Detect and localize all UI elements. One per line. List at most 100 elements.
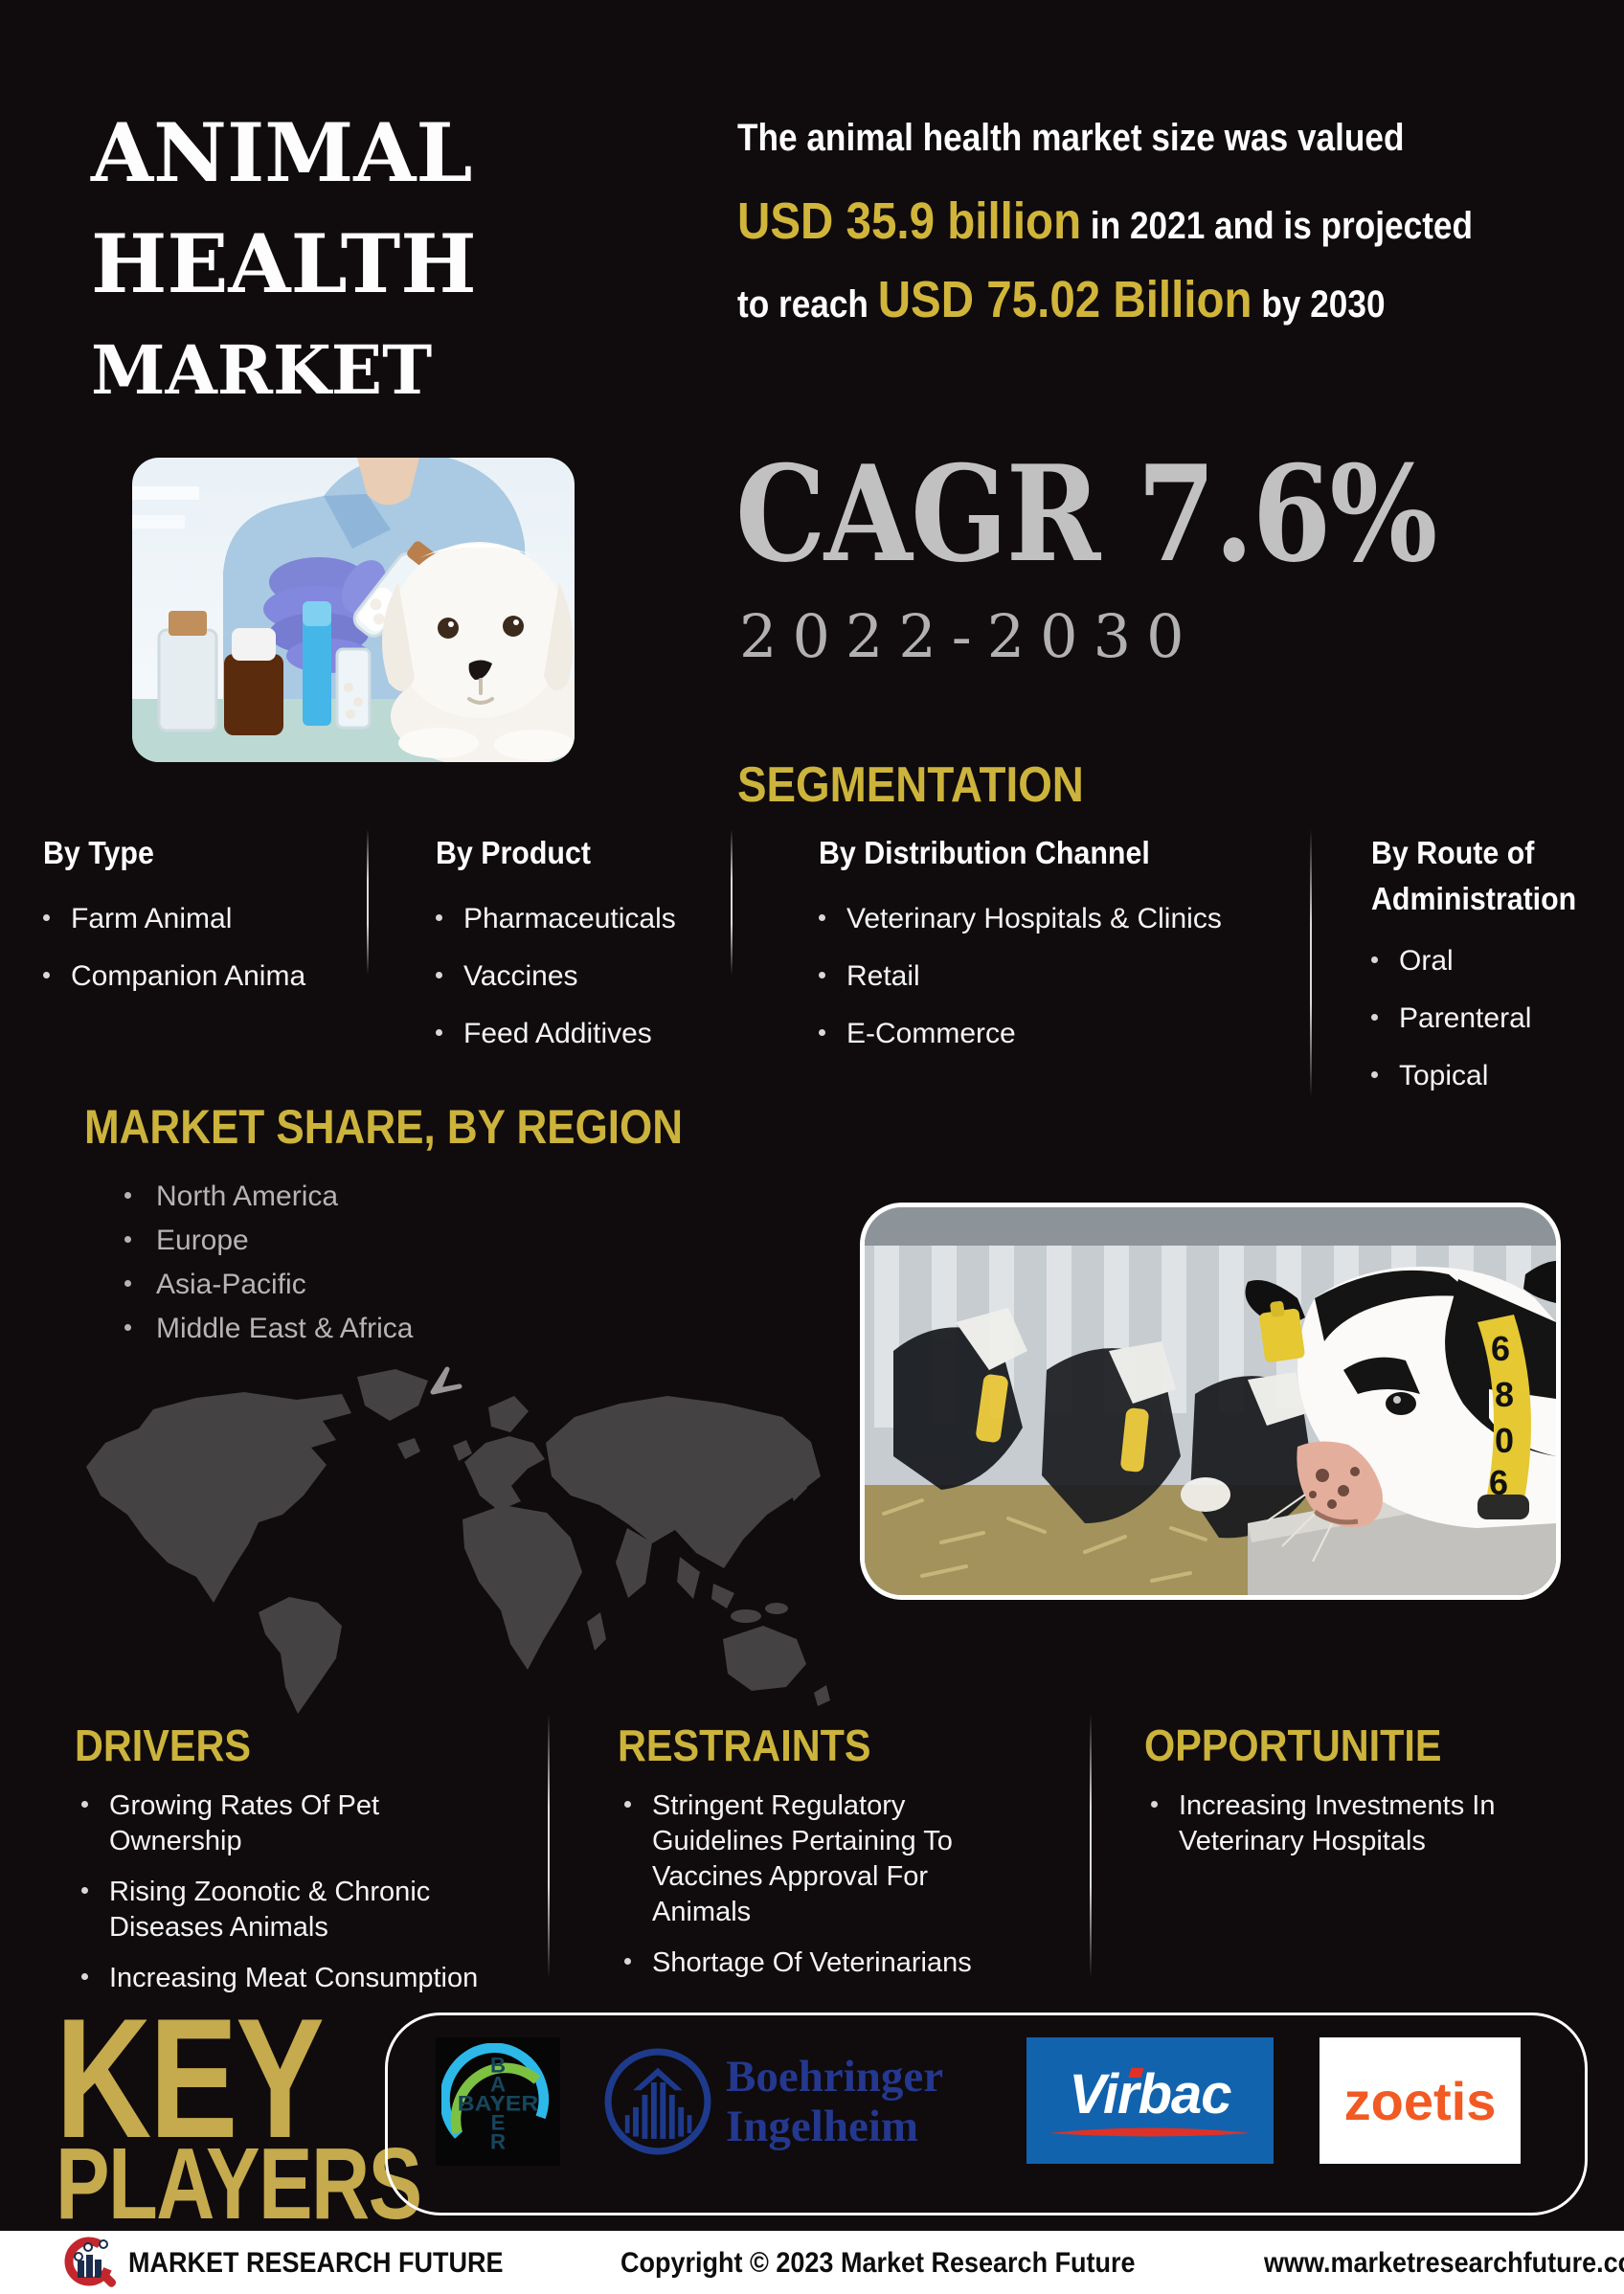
key-players-box xyxy=(385,2013,1588,2215)
collar-digit: 0 xyxy=(1495,1421,1514,1460)
bullet-dot xyxy=(81,1973,88,1980)
segment-item: Pharmaceuticals xyxy=(463,903,676,934)
collar-digit: 8 xyxy=(1495,1375,1514,1414)
opportunities-list: Increasing Investments In Veterinary Hos… xyxy=(1151,1788,1572,1875)
bayer-letter: Y xyxy=(491,2091,506,2115)
footer-brand: MARKET RESEARCH FUTURE xyxy=(128,2247,504,2279)
list-item: North America xyxy=(124,1180,413,1214)
list-item: Companion Anima xyxy=(43,959,305,994)
neck-collar-tag: 6 8 0 6 xyxy=(1477,1315,1531,1519)
bullet-dot xyxy=(1371,1014,1378,1021)
bullet-dot xyxy=(819,914,825,921)
list-item: Retail xyxy=(819,959,1222,994)
divider xyxy=(1310,829,1312,1097)
bullet-dot xyxy=(43,972,50,978)
bullet-dot xyxy=(1151,1801,1158,1808)
drivers-list: Growing Rates Of Pet Ownership Rising Zo… xyxy=(81,1788,503,2012)
intro-line-3: to reach USD 75.02 Billion by 2030 xyxy=(737,270,1473,329)
intro-line-3-pre: to reach xyxy=(737,283,868,326)
bayer-letter: B xyxy=(490,2054,506,2078)
boehringer-wordmark-line2: Ingelheim xyxy=(726,2102,919,2151)
segment-item: Oral xyxy=(1399,945,1454,977)
footer-website-link[interactable]: www.marketresearchfuture.com xyxy=(1264,2247,1624,2279)
vet-dog-photo xyxy=(132,458,575,762)
cursor-arrow-icon xyxy=(430,1366,462,1395)
divider xyxy=(367,829,369,975)
segment-item: Retail xyxy=(846,960,920,992)
bayer-wordmark: BAYER xyxy=(458,2091,538,2115)
opportunity-item: Increasing Investments In Veterinary Hos… xyxy=(1179,1790,1496,1856)
market-size-statement: The animal health market size was valued… xyxy=(737,117,1573,329)
segment-by-type: By Type Farm Animal Companion Anima xyxy=(43,835,305,994)
title-line-1: ANIMAL xyxy=(91,105,473,200)
bullet-dot xyxy=(124,1324,131,1331)
segment-item: Parenteral xyxy=(1399,1002,1532,1034)
bayer-letter: R xyxy=(490,2129,506,2153)
list-item: Farm Animal xyxy=(43,902,305,936)
dog xyxy=(381,542,575,762)
boehringer-tower-icon xyxy=(604,2048,711,2155)
bullet-dot xyxy=(436,914,442,921)
intro-line-2: USD 35.9 billion in 2021 and is projecte… xyxy=(737,191,1473,270)
cagr-value: CAGR 7.6% xyxy=(735,436,1437,592)
bullet-dot xyxy=(124,1280,131,1287)
virbac-underline xyxy=(1049,2127,1251,2136)
segment-item: Farm Animal xyxy=(71,903,233,934)
segment-by-route: By Route of Administration Oral Parenter… xyxy=(1371,835,1594,1093)
restraints-title: RESTRAINTS xyxy=(618,1720,871,1770)
list-item: Oral xyxy=(1371,944,1594,978)
market-value-2030: USD 75.02 Billion xyxy=(877,271,1252,328)
divider xyxy=(731,829,733,975)
segment-item: Companion Anima xyxy=(71,960,306,992)
market-value-2021: USD 35.9 billion xyxy=(737,192,1082,250)
bullet-dot xyxy=(624,1801,631,1808)
footer-copyright: Copyright © 2023 Market Research Future xyxy=(620,2247,1136,2279)
bayer-letter: A xyxy=(490,2072,506,2096)
list-item: Asia-Pacific xyxy=(124,1268,413,1302)
collar-digit: 6 xyxy=(1489,1463,1508,1502)
world-map xyxy=(53,1352,843,1725)
virbac-wordmark: Virbac xyxy=(1069,2062,1231,2125)
list-item: Pharmaceuticals xyxy=(436,902,676,936)
bullet-dot xyxy=(124,1192,131,1199)
bullet-dot xyxy=(81,1801,88,1808)
list-item: Rising Zoonotic & Chronic Diseases Anima… xyxy=(81,1875,503,1945)
region-item: Asia-Pacific xyxy=(156,1269,306,1300)
list-item: Topical xyxy=(1371,1059,1594,1093)
driver-item: Growing Rates Of Pet Ownership xyxy=(109,1790,380,1856)
footer: MARKET RESEARCH FUTURE Copyright © 2023 … xyxy=(0,2231,1624,2294)
segment-by-distribution: By Distribution Channel Veterinary Hospi… xyxy=(819,835,1222,1051)
list-item: Vaccines xyxy=(436,959,676,994)
boehringer-wordmark-line1: Boehringer xyxy=(726,2052,944,2102)
list-item: Middle East & Africa xyxy=(124,1312,413,1346)
title-line-3: MARKET xyxy=(91,330,433,410)
bullet-dot xyxy=(81,1887,88,1894)
segment-heading: By Route of xyxy=(1371,835,1535,870)
list-item: E-Commerce xyxy=(819,1017,1222,1051)
list-item: Parenteral xyxy=(1371,1001,1594,1036)
list-item: Growing Rates Of Pet Ownership xyxy=(81,1788,503,1859)
mrf-logo-icon xyxy=(64,2237,117,2287)
bayer-letter: E xyxy=(491,2110,506,2134)
key-players-label-key: KEY xyxy=(56,1983,325,2173)
bullet-dot xyxy=(436,1029,442,1036)
bullet-dot xyxy=(819,1029,825,1036)
bullet-dot xyxy=(43,914,50,921)
vet-dog-illustration xyxy=(132,458,575,762)
intro-line-3-post: by 2030 xyxy=(1261,283,1386,326)
segment-item: Topical xyxy=(1399,1060,1489,1091)
market-share-title: MARKET SHARE, BY REGION xyxy=(84,1100,684,1154)
bullet-dot xyxy=(436,972,442,978)
list-item: Europe xyxy=(124,1224,413,1258)
cagr-period: 2022-2030 xyxy=(739,601,1200,671)
zoetis-logo: zoetis xyxy=(1320,2037,1521,2164)
world-map-silhouette xyxy=(86,1366,830,1714)
list-item: Feed Additives xyxy=(436,1017,676,1051)
ear-tag xyxy=(1259,1300,1305,1362)
segment-heading: By Type xyxy=(43,835,154,870)
list-item: Increasing Meat Consumption xyxy=(81,1961,503,1996)
segment-item: E-Commerce xyxy=(846,1018,1016,1049)
region-list: North America Europe Asia-Pacific Middle… xyxy=(124,1180,413,1346)
main-cow: 6 8 0 6 xyxy=(1245,1260,1556,1563)
